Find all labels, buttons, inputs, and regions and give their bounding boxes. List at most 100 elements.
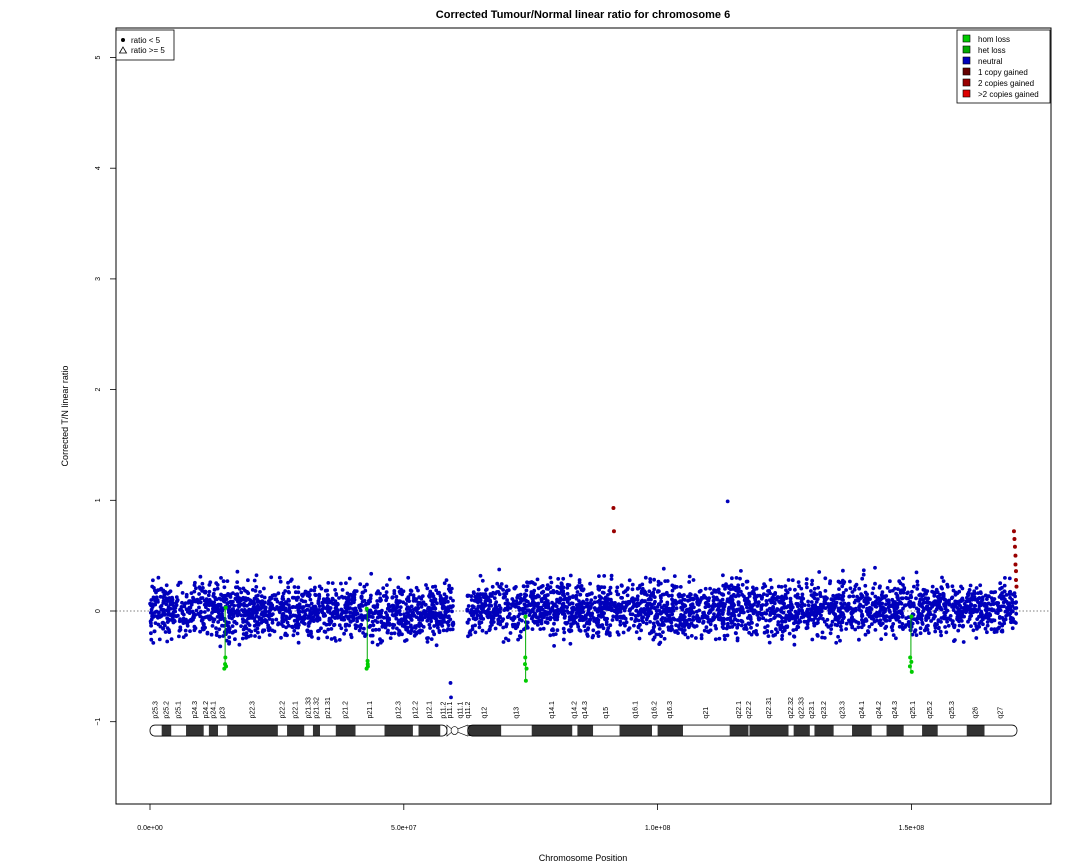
neutral-point xyxy=(240,636,245,641)
neutral-point xyxy=(214,633,219,637)
band-label: q22.33 xyxy=(799,697,806,719)
neutral-point xyxy=(657,627,662,631)
ideogram-band xyxy=(814,725,834,737)
neutral-point xyxy=(245,603,249,608)
neutral-point xyxy=(732,622,737,627)
neutral-point xyxy=(552,621,556,626)
neutral-point xyxy=(873,599,878,604)
neutral-point xyxy=(292,595,296,600)
neutral-point xyxy=(370,615,375,619)
neutral-point xyxy=(396,599,400,604)
neutral-point xyxy=(161,620,165,625)
neutral-point xyxy=(639,589,644,594)
neutral-point xyxy=(908,604,912,609)
neutral-point xyxy=(597,574,601,578)
neutral-point xyxy=(432,624,437,628)
neutral-point xyxy=(480,628,485,633)
neutral-point xyxy=(980,595,985,600)
band-label: q25.3 xyxy=(949,701,956,719)
neutral-point xyxy=(715,603,720,608)
neutral-point xyxy=(406,575,411,580)
neutral-point xyxy=(476,587,481,592)
neutral-point xyxy=(197,585,202,589)
neutral-point xyxy=(264,619,269,623)
neutral-point xyxy=(997,625,1001,630)
neutral-point xyxy=(894,591,898,596)
neutral-point xyxy=(407,613,412,618)
legend-het-loss: het loss xyxy=(978,46,1006,55)
neutral-point xyxy=(531,596,535,601)
neutral-point xyxy=(986,601,991,606)
neutral-point xyxy=(830,603,834,608)
neutral-point xyxy=(725,633,730,638)
neutral-point xyxy=(804,577,809,581)
neutral-point xyxy=(788,587,792,592)
neutral-point xyxy=(239,613,244,618)
neutral-point xyxy=(914,633,919,637)
neutral-point xyxy=(734,585,739,590)
neutral-point xyxy=(359,602,363,607)
neutral-point xyxy=(648,593,653,598)
neutral-point xyxy=(788,596,793,601)
neutral-point xyxy=(877,600,882,605)
neutral-point xyxy=(969,602,973,606)
neutral-point xyxy=(380,608,384,613)
neutral-point xyxy=(367,625,372,629)
ideogram-band xyxy=(886,725,904,737)
neutral-point xyxy=(361,616,366,620)
neutral-point xyxy=(268,608,273,612)
neutral-point xyxy=(867,614,872,619)
neutral-point xyxy=(496,621,501,626)
neutral-point xyxy=(806,599,810,604)
neutral-point xyxy=(884,602,888,607)
neutral-point xyxy=(901,583,905,587)
neutral-point xyxy=(412,596,416,600)
neutral-point xyxy=(359,622,363,627)
neutral-point xyxy=(838,638,842,643)
neutral-point xyxy=(779,609,783,614)
neutral-point xyxy=(522,584,526,589)
neutral-point xyxy=(979,591,983,595)
neutral-point xyxy=(634,630,639,634)
neutral-point xyxy=(603,595,608,600)
neutral-point xyxy=(437,630,442,635)
neutral-point xyxy=(212,587,217,592)
neutral-point xyxy=(981,617,985,622)
neutral-point xyxy=(344,614,349,618)
neutral-point xyxy=(600,590,605,595)
neutral-point xyxy=(441,628,446,633)
neutral-point xyxy=(989,627,994,632)
neutral-point xyxy=(909,625,914,629)
neutral-point xyxy=(558,596,563,601)
neutral-point xyxy=(425,586,430,591)
neutral-point xyxy=(520,597,524,602)
neutral-point xyxy=(989,596,994,600)
neutral-point xyxy=(353,626,358,631)
neutral-point xyxy=(378,596,383,601)
neutral-point xyxy=(332,623,336,628)
neutral-point xyxy=(670,588,675,593)
neutral-point xyxy=(412,633,417,638)
neutral-point xyxy=(277,575,282,580)
neutral-point xyxy=(259,594,264,599)
neutral-point xyxy=(861,572,866,577)
neutral-point xyxy=(410,611,415,616)
neutral-point xyxy=(781,598,786,602)
neutral-point xyxy=(779,623,784,628)
neutral-point xyxy=(214,581,219,585)
neutral-point xyxy=(933,609,937,614)
neutral-point xyxy=(873,628,878,632)
neutral-point xyxy=(821,617,825,621)
neutral-point xyxy=(879,637,884,641)
neutral-point xyxy=(959,609,964,614)
neutral-point xyxy=(521,608,525,613)
neutral-point xyxy=(278,579,283,584)
neutral-point xyxy=(218,617,223,622)
neutral-point xyxy=(985,630,989,635)
band-label: p22.1 xyxy=(293,701,300,719)
neutral-point xyxy=(381,621,386,626)
neutral-point xyxy=(277,610,282,615)
neutral-point xyxy=(666,628,671,632)
neutral-point xyxy=(957,619,961,624)
neutral-point xyxy=(627,626,632,630)
